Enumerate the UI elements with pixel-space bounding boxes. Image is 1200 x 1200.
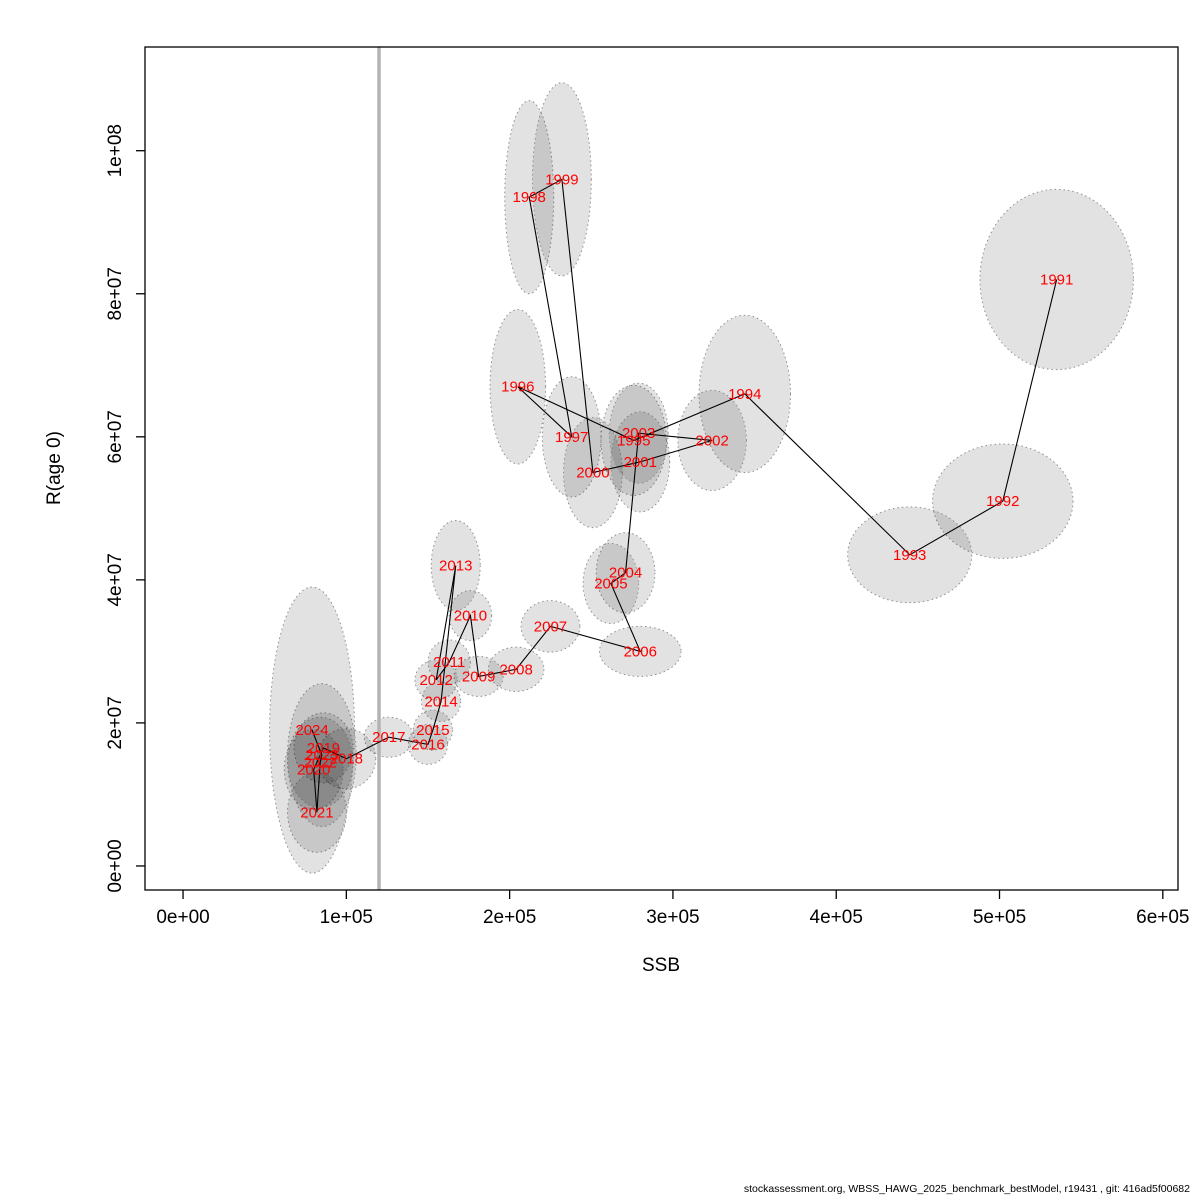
year-label-2021: 2021 bbox=[300, 804, 333, 821]
x-tick-label-4e+05: 4e+05 bbox=[810, 907, 863, 928]
year-label-2023: 2023 bbox=[305, 747, 338, 764]
year-label-2007: 2007 bbox=[534, 618, 567, 635]
year-label-2012: 2012 bbox=[419, 672, 452, 689]
year-label-2006: 2006 bbox=[624, 643, 657, 660]
year-label-2011: 2011 bbox=[433, 654, 465, 671]
x-tick-label-5e+05: 5e+05 bbox=[973, 907, 1026, 928]
year-label-2001: 2001 bbox=[624, 454, 657, 471]
year-label-2010: 2010 bbox=[454, 608, 487, 625]
year-label-1997: 1997 bbox=[555, 429, 588, 446]
year-label-2014: 2014 bbox=[424, 693, 457, 710]
year-label-2020: 2020 bbox=[297, 761, 330, 778]
year-label-2019: 2019 bbox=[307, 740, 340, 757]
y-tick-label-1e+08: 1e+08 bbox=[105, 124, 126, 177]
year-label-1995: 1995 bbox=[617, 432, 650, 449]
year-label-2002: 2002 bbox=[695, 432, 728, 449]
year-label-1993: 1993 bbox=[893, 547, 926, 564]
y-axis-title: R(age 0) bbox=[44, 431, 65, 505]
footer-citation: stockassessment.org, WBSS_HAWG_2025_benc… bbox=[744, 1183, 1190, 1195]
y-tick-label-0e+00: 0e+00 bbox=[105, 839, 126, 892]
y-tick-label-6e+07: 6e+07 bbox=[105, 410, 126, 463]
x-tick-label-1e+05: 1e+05 bbox=[320, 907, 373, 928]
x-axis-title: SSB bbox=[642, 955, 680, 976]
x-tick-label-2e+05: 2e+05 bbox=[483, 907, 536, 928]
x-tick-label-6e+05: 6e+05 bbox=[1136, 907, 1189, 928]
year-label-1991: 1991 bbox=[1040, 271, 1073, 288]
year-label-1994: 1994 bbox=[728, 386, 761, 403]
year-label-2017: 2017 bbox=[372, 729, 405, 746]
year-label-2004: 2004 bbox=[609, 565, 642, 582]
year-label-2000: 2000 bbox=[576, 465, 609, 482]
year-label-2024: 2024 bbox=[295, 722, 328, 739]
year-label-2016: 2016 bbox=[411, 736, 444, 753]
year-label-1999: 1999 bbox=[545, 171, 578, 188]
axes-layer: 0e+00 1e+05 2e+05 3e+05 4e+05 5e+05 6e+05 0e+00… bbox=[105, 46, 1190, 928]
year-label-2008: 2008 bbox=[499, 661, 532, 678]
x-tick-label-0e+00: 0e+00 bbox=[156, 907, 209, 928]
confidence-ellipses-layer bbox=[269, 82, 1134, 874]
year-label-2003: 2003 bbox=[622, 425, 655, 442]
y-tick-label-2e+07: 2e+07 bbox=[105, 696, 126, 749]
year-track-line bbox=[311, 178, 1058, 813]
y-tick-label-8e+07: 8e+07 bbox=[105, 267, 126, 320]
year-label-2013: 2013 bbox=[439, 558, 472, 575]
year-label-2005: 2005 bbox=[594, 575, 627, 592]
year-label-1998: 1998 bbox=[513, 189, 546, 206]
year-track-layer bbox=[311, 178, 1058, 813]
year-label-2018: 2018 bbox=[330, 751, 363, 768]
plot-border bbox=[144, 46, 1179, 891]
year-label-2009: 2009 bbox=[462, 668, 495, 685]
year-label-2015: 2015 bbox=[416, 722, 449, 739]
year-label-1996: 1996 bbox=[501, 379, 534, 396]
x-tick-label-3e+05: 3e+05 bbox=[646, 907, 699, 928]
year-label-2022: 2022 bbox=[304, 754, 337, 771]
year-label-1992: 1992 bbox=[986, 493, 1019, 510]
y-tick-label-4e+07: 4e+07 bbox=[105, 553, 126, 606]
